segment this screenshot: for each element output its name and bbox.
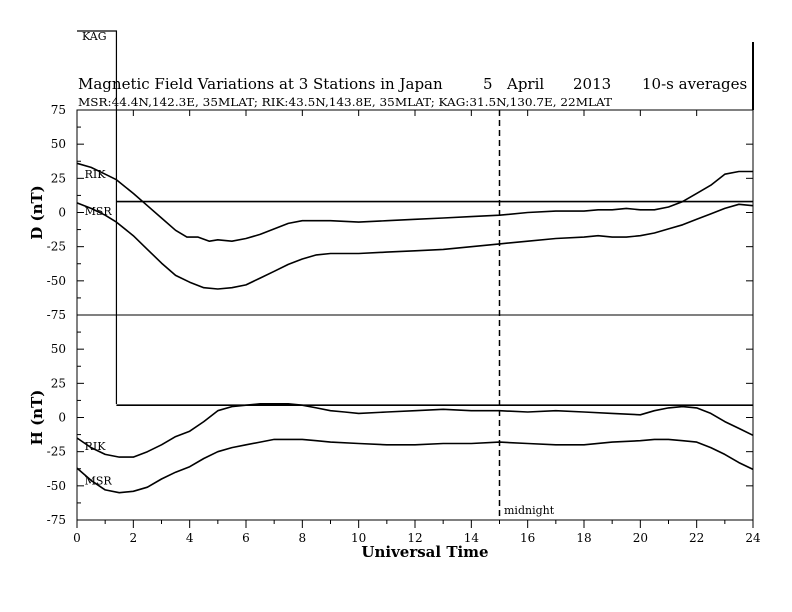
x-tick-label: 0 — [73, 531, 81, 545]
series-line-msr — [76, 202, 754, 290]
series-line-rik — [76, 162, 753, 242]
y-axis-label: H (nT) — [28, 390, 46, 446]
series-label-msr: MSR — [85, 474, 113, 487]
y-tick-label: 75 — [51, 103, 66, 117]
y-tick-label: -75 — [47, 513, 66, 527]
y-tick-label: 0 — [58, 411, 66, 425]
x-tick-label: 20 — [633, 531, 648, 545]
chart-title: Magnetic Field Variations at 3 Stations … — [78, 75, 443, 93]
x-tick-label: 2 — [130, 531, 138, 545]
y-axis-label: D (nT) — [28, 185, 46, 240]
series-label-rik: RIK — [85, 168, 107, 181]
averaging-label: 10-s averages — [642, 75, 747, 93]
x-tick-label: 8 — [299, 531, 307, 545]
y-tick-label: -50 — [47, 274, 66, 288]
date-month: April — [506, 75, 544, 93]
x-tick-label: 12 — [407, 531, 422, 545]
y-tick-label: 0 — [58, 206, 66, 220]
y-tick-label: -50 — [47, 479, 66, 493]
kag-offset-line-top — [77, 30, 118, 110]
x-tick-label: 10 — [351, 531, 366, 545]
y-tick-label: 50 — [51, 342, 66, 356]
y-tick-label: -75 — [47, 308, 66, 322]
y-tick-label: 50 — [51, 137, 66, 151]
date-day: 5 — [483, 75, 493, 93]
x-axis-label: Universal Time — [361, 543, 488, 561]
labels-layer: Magnetic Field Variations at 3 Stations … — [28, 30, 761, 561]
series-layer — [76, 162, 754, 494]
axis-ticks — [76, 109, 754, 528]
station-info: MSR:44.4N,142.3E, 35MLAT; RIK:43.5N,143.… — [78, 96, 613, 109]
series-label-rik: RIK — [85, 440, 107, 453]
series-line-msr — [76, 438, 754, 494]
x-tick-label: 22 — [689, 531, 704, 545]
y-tick-label: 25 — [51, 376, 66, 390]
midnight-label: midnight — [504, 504, 555, 517]
x-tick-label: 4 — [186, 531, 194, 545]
date-year: 2013 — [573, 75, 611, 93]
series-label-msr: MSR — [85, 205, 113, 218]
x-tick-label: 18 — [576, 531, 591, 545]
x-tick-label: 24 — [745, 531, 761, 545]
y-tick-label: -25 — [47, 240, 66, 254]
x-tick-label: 6 — [242, 531, 250, 545]
series-line-rik — [76, 402, 754, 458]
y-tick-label: 25 — [51, 171, 66, 185]
y-tick-label: -25 — [47, 445, 66, 459]
kag-top-label: KAG — [82, 30, 107, 43]
x-tick-label: 16 — [520, 531, 535, 545]
x-tick-label: 14 — [464, 531, 480, 545]
